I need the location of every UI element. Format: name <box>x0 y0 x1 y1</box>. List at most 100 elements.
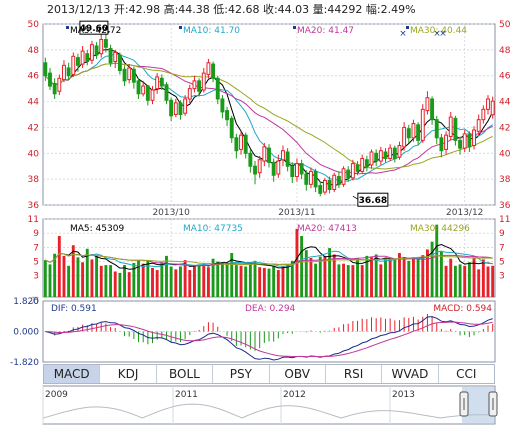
volume-tick-left: 3 <box>33 272 39 282</box>
tab-cci[interactable]: CCI <box>456 367 477 381</box>
candle-body <box>62 64 66 81</box>
candle-body <box>383 151 388 159</box>
volume-bar <box>71 245 75 297</box>
volume-bar <box>146 260 150 297</box>
candle-body <box>406 128 411 139</box>
tab-boll[interactable]: BOLL <box>157 365 214 383</box>
candle-body <box>206 62 211 75</box>
candle-body <box>220 98 225 113</box>
price-tick-left: 44 <box>28 98 40 108</box>
legend-marker <box>406 26 409 29</box>
candle-body <box>103 39 108 48</box>
volume-bar <box>113 271 117 297</box>
volume-bar <box>467 262 471 297</box>
volume-bar <box>118 272 122 297</box>
volume-bar <box>398 253 401 297</box>
volume-bar <box>192 265 196 297</box>
tab-wvad[interactable]: WVAD <box>382 365 439 383</box>
candle-body <box>350 163 355 179</box>
volume-bar <box>85 248 89 297</box>
candle-body <box>327 179 332 190</box>
candle-body <box>285 151 290 167</box>
volume-bar <box>342 263 346 297</box>
volume-bar <box>416 258 420 297</box>
volume-bar <box>379 264 383 297</box>
volume-bar <box>183 260 187 297</box>
candle-body <box>169 99 174 117</box>
date-tick-label: 2013/11 <box>278 208 315 218</box>
candle-body <box>164 84 169 101</box>
volume-bar <box>318 256 322 297</box>
candle-body <box>397 145 402 158</box>
volume-bar <box>491 265 495 297</box>
candle-body <box>374 152 379 162</box>
volume-bar <box>477 269 481 297</box>
tab-obv[interactable]: OBV <box>270 365 326 383</box>
candle-body <box>243 134 248 154</box>
navigator-year: 2013 <box>392 390 415 400</box>
volume-bar <box>179 266 182 297</box>
candle-body <box>392 147 397 159</box>
volume-bar <box>472 257 476 297</box>
volume-bar <box>165 255 168 297</box>
volume-bar <box>425 249 429 297</box>
price-tick-right: 48 <box>499 46 511 56</box>
volume-bar <box>230 253 234 297</box>
price-tick-right: 36 <box>499 201 511 211</box>
signal-marker: × <box>439 29 447 39</box>
candle-body <box>43 62 48 77</box>
volume-bar <box>81 262 85 297</box>
high-label: 49.60 <box>80 24 108 34</box>
candle-body <box>117 54 122 72</box>
volume-bar <box>323 255 327 297</box>
legend-marker <box>179 26 182 29</box>
volume-bar <box>62 255 66 297</box>
candle-body <box>425 97 430 112</box>
volume-bar <box>67 265 71 297</box>
volume-bar <box>239 265 243 297</box>
tab-rsi[interactable]: RSI <box>326 365 383 383</box>
volume-bar <box>90 259 94 297</box>
low-label-box <box>357 192 389 207</box>
candle-body <box>215 77 220 100</box>
candle-body <box>430 98 435 121</box>
volume-bar <box>481 259 485 297</box>
candle-body <box>76 57 80 66</box>
candle-body <box>155 76 160 90</box>
macd-tick: 1.820 <box>13 297 39 307</box>
candle-body <box>290 165 295 178</box>
volume-bar <box>300 236 304 297</box>
volume-bar <box>141 263 145 297</box>
candle-body <box>332 174 337 190</box>
candle-body <box>439 137 444 152</box>
price-tick-right: 42 <box>499 123 510 133</box>
volume-bar <box>314 263 318 297</box>
volume-bar <box>234 265 238 297</box>
candle-body <box>448 116 453 137</box>
volume-bar <box>290 260 294 297</box>
volume-bar <box>486 266 490 297</box>
price-tick-right: 46 <box>499 72 511 82</box>
price-tick-right: 40 <box>499 149 511 159</box>
volume-bar <box>123 265 126 297</box>
volume-bar <box>127 272 131 297</box>
volume-tick-left: 11 <box>28 215 39 225</box>
volume-bar <box>109 265 113 297</box>
tab-psy[interactable]: PSY <box>213 365 270 383</box>
volume-bar <box>253 260 257 297</box>
price-tick-left: 42 <box>28 123 39 133</box>
volume-bar <box>276 270 280 297</box>
candle-body <box>257 159 262 174</box>
candle-body <box>411 123 416 139</box>
candle-body <box>122 68 127 82</box>
low-pointer <box>352 195 359 200</box>
price-legend-3: MA30: 40.44 <box>410 26 467 36</box>
candle-body <box>462 133 467 149</box>
volume-bar <box>430 241 434 297</box>
volume-legend-0: MA5: 45309 <box>70 224 124 234</box>
tab-kdj[interactable]: KDJ <box>100 365 157 383</box>
tab-macd[interactable]: MACD <box>44 365 101 383</box>
candle-body <box>187 88 192 100</box>
price-legend-2: MA20: 41.47 <box>297 26 354 36</box>
volume-bar <box>188 270 192 297</box>
